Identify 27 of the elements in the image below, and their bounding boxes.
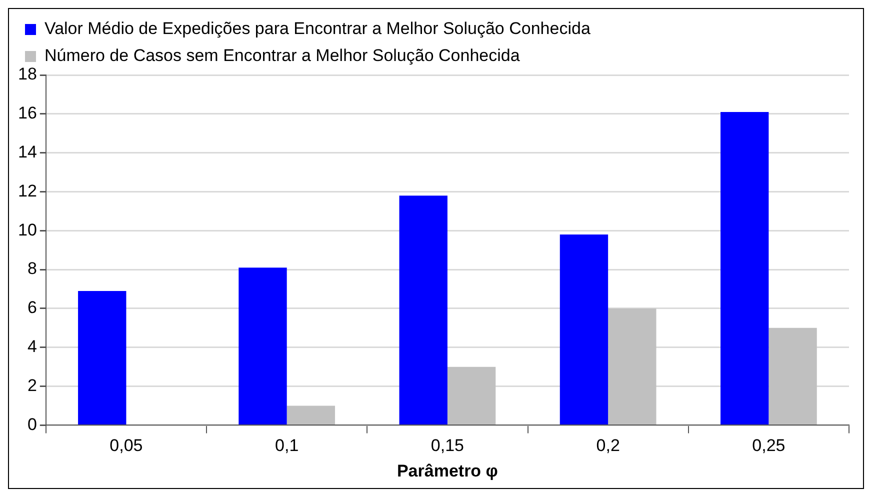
bar xyxy=(447,366,496,424)
bar xyxy=(608,308,656,424)
x-tick-label: 0,15 xyxy=(430,436,464,456)
legend-label: Valor Médio de Expedições para Encontrar a Melhor Solução Conhecida xyxy=(44,19,591,38)
legend-label: Número de Casos sem Encontrar a Melhor Solução Conhecida xyxy=(44,46,520,66)
x-tick-label: 0,25 xyxy=(752,436,786,456)
bar xyxy=(399,196,448,424)
y-tick-label: 6 xyxy=(27,298,37,318)
y-tick-label: 8 xyxy=(27,259,37,278)
y-tick-label: 14 xyxy=(18,142,37,162)
x-tick-label: 0,05 xyxy=(110,436,143,456)
bar xyxy=(768,328,817,424)
bar xyxy=(560,234,608,424)
bar xyxy=(238,268,287,424)
bar xyxy=(720,112,769,424)
y-tick-label: 4 xyxy=(27,337,37,356)
y-tick-label: 10 xyxy=(18,220,37,240)
x-tick-label: 0,2 xyxy=(596,436,620,456)
y-tick-label: 16 xyxy=(18,104,37,123)
x-axis-title: Parâmetro φ xyxy=(396,461,498,480)
y-tick-label: 18 xyxy=(18,64,37,84)
y-tick-label: 12 xyxy=(18,181,37,200)
y-tick-label: 2 xyxy=(27,376,37,395)
y-tick-label: 0 xyxy=(27,414,37,434)
x-tick-label: 0,1 xyxy=(275,436,299,456)
bar xyxy=(78,290,126,424)
bar xyxy=(286,406,336,424)
